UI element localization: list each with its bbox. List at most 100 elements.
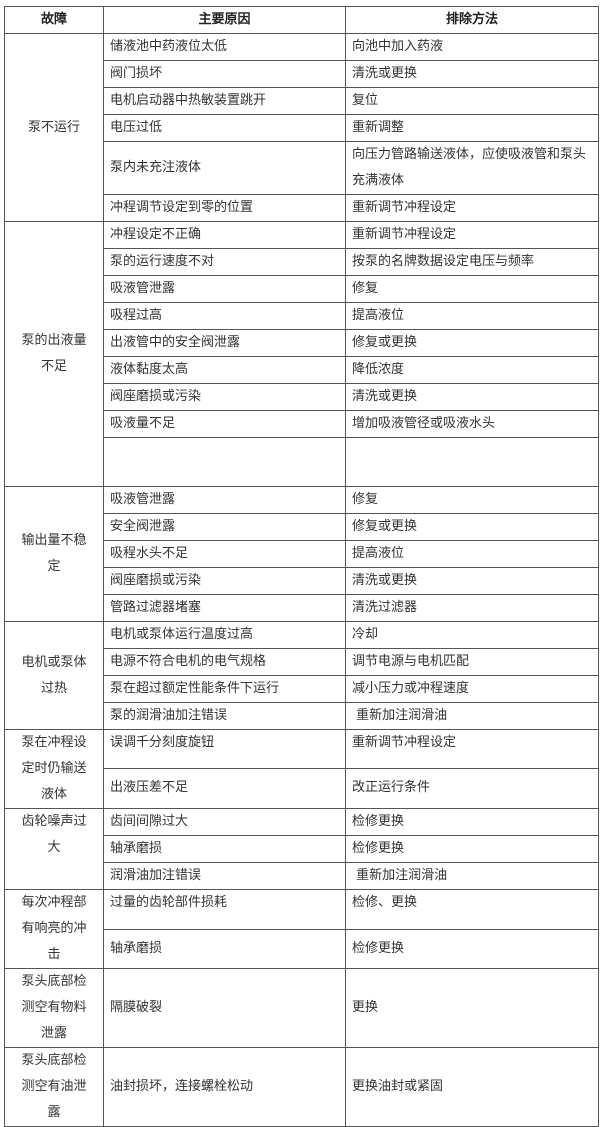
table-row: 电机或泵体过热 电机或泵体运行温度过高 冷却 [4,621,599,730]
cause-cell: 过量的齿轮部件损耗 [103,888,346,931]
remedy-cell: 重新调节冲程设定 [345,221,599,249]
remedy-cell: 增加吸液管径或吸液水头 [345,410,599,438]
table-row: 轴承磨损 检修更换 [5,929,599,969]
fault-cell: 泵的出液量不足 [4,221,104,487]
cause-cell: 吸程水头不足 [103,540,346,568]
fault-cell: 泵头底部检测空有油泄露 [4,1047,104,1127]
remedy-cell: 冷却 [345,621,599,649]
remedy-cell [345,437,599,487]
remedy-cell: 重新调整 [345,114,599,142]
table-row: 泵的出液量不足 冲程设定不正确 重新调节冲程设定 [4,221,599,487]
table-row: 液体黏度太高 降低浓度 [5,356,599,384]
cause-cell: 储液池中药液位太低 [103,33,346,61]
cause-cell: 吸液管泄露 [103,275,346,303]
remedy-cell: 重新加注润滑油 [345,702,599,730]
table-row: 出液压差不足 改正运行条件 [5,767,599,810]
remedy-cell: 重新调节冲程设定 [345,194,599,222]
cause-cell: 冲程调节设定到零的位置 [103,194,346,222]
table-row: 润滑油加注错误 重新加注润滑油 [5,862,599,890]
remedy-cell: 更换 [345,968,599,1048]
cause-cell: 出液管中的安全阀泄露 [103,329,346,357]
remedy-cell: 复位 [345,87,599,115]
header-cause: 主要原因 [103,6,346,34]
fault-cell: 泵在冲程设定时仍输送液体 [4,729,104,809]
cause-cell: 管路过滤器堵塞 [103,594,346,622]
remedy-cell: 调节电源与电机匹配 [345,648,599,676]
cause-cell: 隔膜破裂 [103,968,346,1048]
cause-cell: 阀座磨损或污染 [103,567,346,595]
table-row: 电压过低 重新调整 [5,114,599,142]
cause-cell: 泵的润滑油加注错误 [103,702,346,730]
table-row: 输出量不稳定 吸液管泄露 修复 [4,486,599,622]
fault-cell: 每次冲程部有响亮的冲击 [4,889,104,969]
remedy-cell: 减小压力或冲程速度 [345,675,599,703]
remedy-cell: 清洗过滤器 [345,594,599,622]
table-row: 齿轮噪声过大 齿间间隙过大 检修更换 [4,808,599,890]
remedy-cell: 检修更换 [345,835,599,863]
cause-cell: 吸液管泄露 [103,486,346,514]
table-row: 泵不运行 储液池中药液位太低 向池中加入药液 [4,33,599,222]
table-row: 阀座磨损或污染 清洗或更换 [5,567,599,595]
remedy-cell: 重新调节冲程设定 [345,729,599,769]
table-row: 泵头底部检测空有物料泄露 隔膜破裂 更换 [4,968,599,1048]
fault-cell: 输出量不稳定 [4,486,104,622]
remedy-cell: 修复 [345,486,599,514]
cause-cell: 润滑油加注错误 [103,862,346,890]
remedy-cell: 更换油封或紧固 [345,1047,599,1127]
cause-cell [103,437,346,487]
cause-cell: 液体黏度太高 [103,356,346,384]
cause-cell: 齿间间隙过大 [103,808,346,836]
table-row: 每次冲程部有响亮的冲击 过量的齿轮部件损耗 检修、更换 [4,888,599,969]
cause-cell: 油封损坏，连接螺栓松动 [103,1047,346,1127]
troubleshooting-table: 故障 主要原因 排除方法 泵不运行 储液池中药液位太低 向池中加入药液 阀门损坏 清洗或… [4,6,599,1127]
table-row: 泵的润滑油加注错误 重新加注润滑油 [5,702,599,730]
cause-cell: 电压过低 [103,114,346,142]
cause-cell: 电机或泵体运行温度过高 [103,621,346,649]
cause-cell: 电源不符合电机的电气规格 [103,648,346,676]
remedy-cell: 按泵的名牌数据设定电压与频率 [345,248,599,276]
table-row: 泵的运行速度不对 按泵的名牌数据设定电压与频率 [5,248,599,276]
remedy-cell: 清洗或更换 [345,383,599,411]
remedy-cell: 清洗或更换 [345,567,599,595]
cause-cell: 轴承磨损 [103,929,346,969]
fault-cell: 齿轮噪声过大 [4,808,104,890]
fault-cell: 泵头底部检测空有物料泄露 [4,968,104,1048]
remedy-cell: 提高液位 [345,540,599,568]
cause-cell: 泵的运行速度不对 [103,248,346,276]
remedy-cell: 降低浓度 [345,356,599,384]
table-row: 电源不符合电机的电气规格 调节电源与电机匹配 [5,648,599,676]
cause-cell: 冲程设定不正确 [103,221,346,249]
table-row: 泵头底部检测空有油泄露 油封损坏，连接螺栓松动 更换油封或紧固 [4,1047,599,1127]
cause-cell: 安全阀泄露 [103,513,346,541]
remedy-cell: 清洗或更换 [345,60,599,88]
remedy-cell: 修复 [345,275,599,303]
table-row: 吸液量不足 增加吸液管径或吸液水头 [5,410,599,438]
fault-cell: 泵不运行 [4,33,104,222]
cause-cell: 误调千分刻度旋钮 [103,729,346,769]
cause-cell: 吸程过高 [103,302,346,330]
remedy-cell: 提高液位 [345,302,599,330]
cause-cell: 轴承磨损 [103,835,346,863]
cause-cell: 吸液量不足 [103,410,346,438]
header-fault: 故障 [4,6,104,34]
remedy-cell: 检修更换 [345,808,599,836]
header-remedy: 排除方法 [345,6,599,34]
table-row: 电机启动器中热敏装置跳开 复位 [5,87,599,115]
table-row: 泵内未充注液体 向压力管路输送液体，应使吸液管和泵头充满液体 [5,141,599,195]
cause-cell: 出液压差不足 [103,767,346,810]
table-row: 泵在冲程设定时仍输送液体 误调千分刻度旋钮 重新调节冲程设定 [4,729,599,809]
cause-cell: 阀座磨损或污染 [103,383,346,411]
table-row: 管路过滤器堵塞 清洗过滤器 [5,594,599,622]
remedy-cell: 向压力管路输送液体，应使吸液管和泵头充满液体 [345,141,599,195]
header-row: 故障 主要原因 排除方法 [4,6,599,34]
table-row: 吸程过高 提高液位 [5,302,599,330]
remedy-cell: 向池中加入药液 [345,33,599,61]
table-row: 阀门损坏 清洗或更换 [5,60,599,88]
table-row: 安全阀泄露 修复或更换 [5,513,599,541]
remedy-cell: 重新加注润滑油 [345,862,599,890]
cause-cell: 电机启动器中热敏装置跳开 [103,87,346,115]
table-row [5,437,599,487]
remedy-cell: 检修、更换 [345,888,599,931]
remedy-cell: 检修更换 [345,929,599,969]
cause-cell: 泵内未充注液体 [103,141,346,195]
